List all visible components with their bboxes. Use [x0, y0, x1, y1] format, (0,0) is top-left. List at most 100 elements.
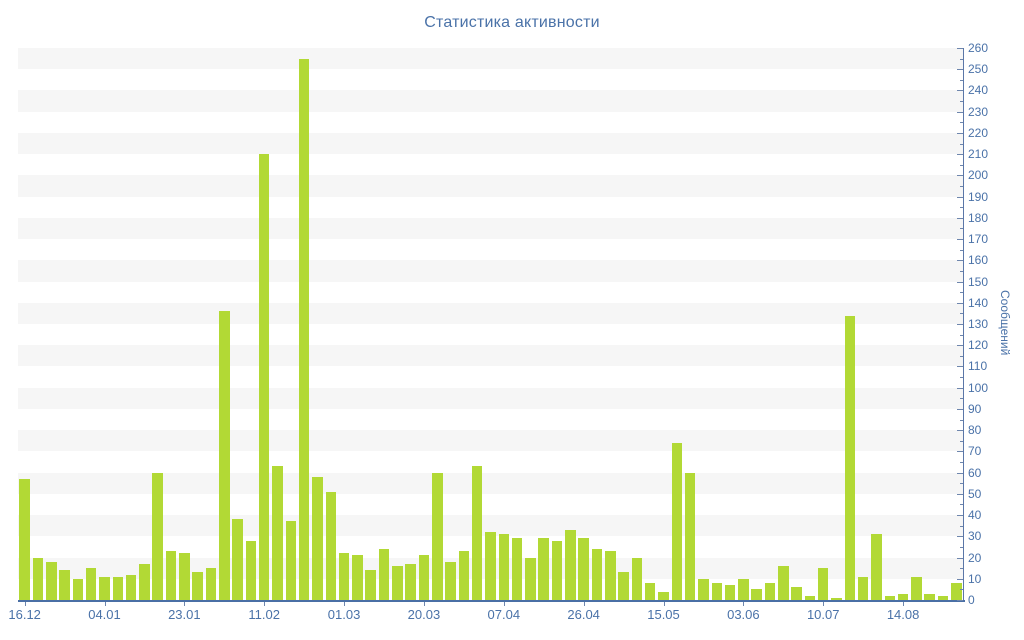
x-axis-label: 10.07 [806, 607, 840, 622]
bar [498, 534, 510, 600]
bar [631, 557, 643, 600]
bar [245, 540, 257, 600]
bar [591, 549, 603, 600]
bar [711, 583, 722, 600]
y-minor-tick [960, 270, 963, 272]
y-minor-tick [960, 292, 963, 294]
bar [844, 315, 856, 600]
y-axis-label: 180 [968, 210, 989, 225]
y-minor-tick [960, 440, 963, 442]
bar [551, 540, 563, 600]
bar [352, 555, 363, 600]
y-axis-label: 200 [968, 168, 989, 183]
grid-band [18, 345, 963, 367]
y-major-tick [957, 260, 963, 262]
y-major-tick [957, 472, 963, 474]
x-axis-label: 15.05 [647, 607, 680, 622]
grid-band [18, 387, 963, 409]
bar [272, 466, 283, 600]
y-minor-tick [960, 207, 963, 209]
bar [325, 491, 337, 600]
y-major-tick [957, 111, 963, 113]
y-minor-tick [960, 419, 963, 421]
bar [219, 311, 230, 600]
x-tick [184, 602, 186, 606]
grid-band [18, 472, 963, 494]
bar [19, 478, 30, 600]
y-major-tick [957, 239, 963, 241]
bar [778, 566, 789, 600]
x-tick [104, 602, 106, 606]
x-axis-line [18, 600, 965, 602]
bar [871, 534, 882, 600]
bar [99, 576, 110, 600]
y-axis-label: 70 [968, 444, 982, 459]
bar [445, 561, 456, 600]
y-axis-label: 50 [968, 486, 982, 501]
y-minor-tick [960, 462, 963, 463]
bar [258, 154, 270, 600]
y-axis-label: 80 [968, 423, 982, 438]
bar [511, 538, 523, 600]
bar [432, 472, 443, 600]
y-minor-tick [960, 355, 963, 357]
y-major-tick [957, 154, 963, 156]
y-major-tick [957, 515, 963, 517]
bar [738, 578, 749, 600]
y-minor-tick [960, 122, 963, 124]
bar [139, 563, 150, 600]
y-minor-tick [960, 313, 963, 315]
plot-area [18, 48, 963, 600]
y-minor-tick [960, 143, 963, 145]
grid-band [18, 217, 963, 240]
bar [751, 589, 762, 600]
y-major-tick [957, 217, 963, 219]
y-minor-tick [960, 79, 963, 81]
bar [618, 572, 629, 600]
y-axis-label: 30 [968, 529, 982, 544]
bar [192, 572, 203, 600]
y-major-tick [957, 408, 963, 410]
y-major-tick [957, 451, 963, 453]
x-tick [24, 602, 26, 606]
y-axis-label: 60 [968, 465, 982, 480]
bar [471, 466, 483, 600]
bar [857, 576, 869, 600]
y-axis-label: 190 [968, 189, 989, 204]
x-axis-label: 20.03 [407, 607, 441, 622]
y-major-tick [957, 175, 963, 177]
y-axis-label: 150 [968, 274, 989, 289]
bar [658, 591, 669, 600]
x-tick [583, 602, 585, 606]
bar [684, 472, 696, 600]
bar [72, 578, 84, 600]
x-axis-label: 23.01 [168, 607, 201, 622]
grid-band [18, 302, 963, 324]
y-axis-label: 230 [968, 104, 989, 119]
y-minor-tick [960, 568, 963, 570]
y-minor-tick [960, 589, 963, 591]
bar [59, 570, 70, 600]
x-axis-label: 04.01 [88, 607, 121, 622]
y-axis-label: 160 [968, 253, 989, 268]
y-axis-label: 110 [968, 359, 988, 374]
bar [125, 574, 137, 600]
bar [644, 583, 656, 600]
bar [378, 549, 390, 600]
bar [32, 557, 44, 600]
bar [152, 472, 163, 600]
bar [365, 570, 376, 600]
bar [298, 58, 310, 600]
bar [724, 585, 736, 600]
bar [285, 521, 297, 600]
y-axis-label: 120 [968, 338, 989, 353]
bar [791, 587, 802, 600]
y-minor-tick [960, 164, 963, 166]
y-major-tick [957, 600, 963, 601]
y-major-tick [957, 324, 963, 325]
bar [565, 529, 576, 600]
y-major-tick [957, 196, 963, 198]
y-axis-label: 130 [968, 317, 989, 331]
y-axis-label: 140 [968, 295, 989, 310]
